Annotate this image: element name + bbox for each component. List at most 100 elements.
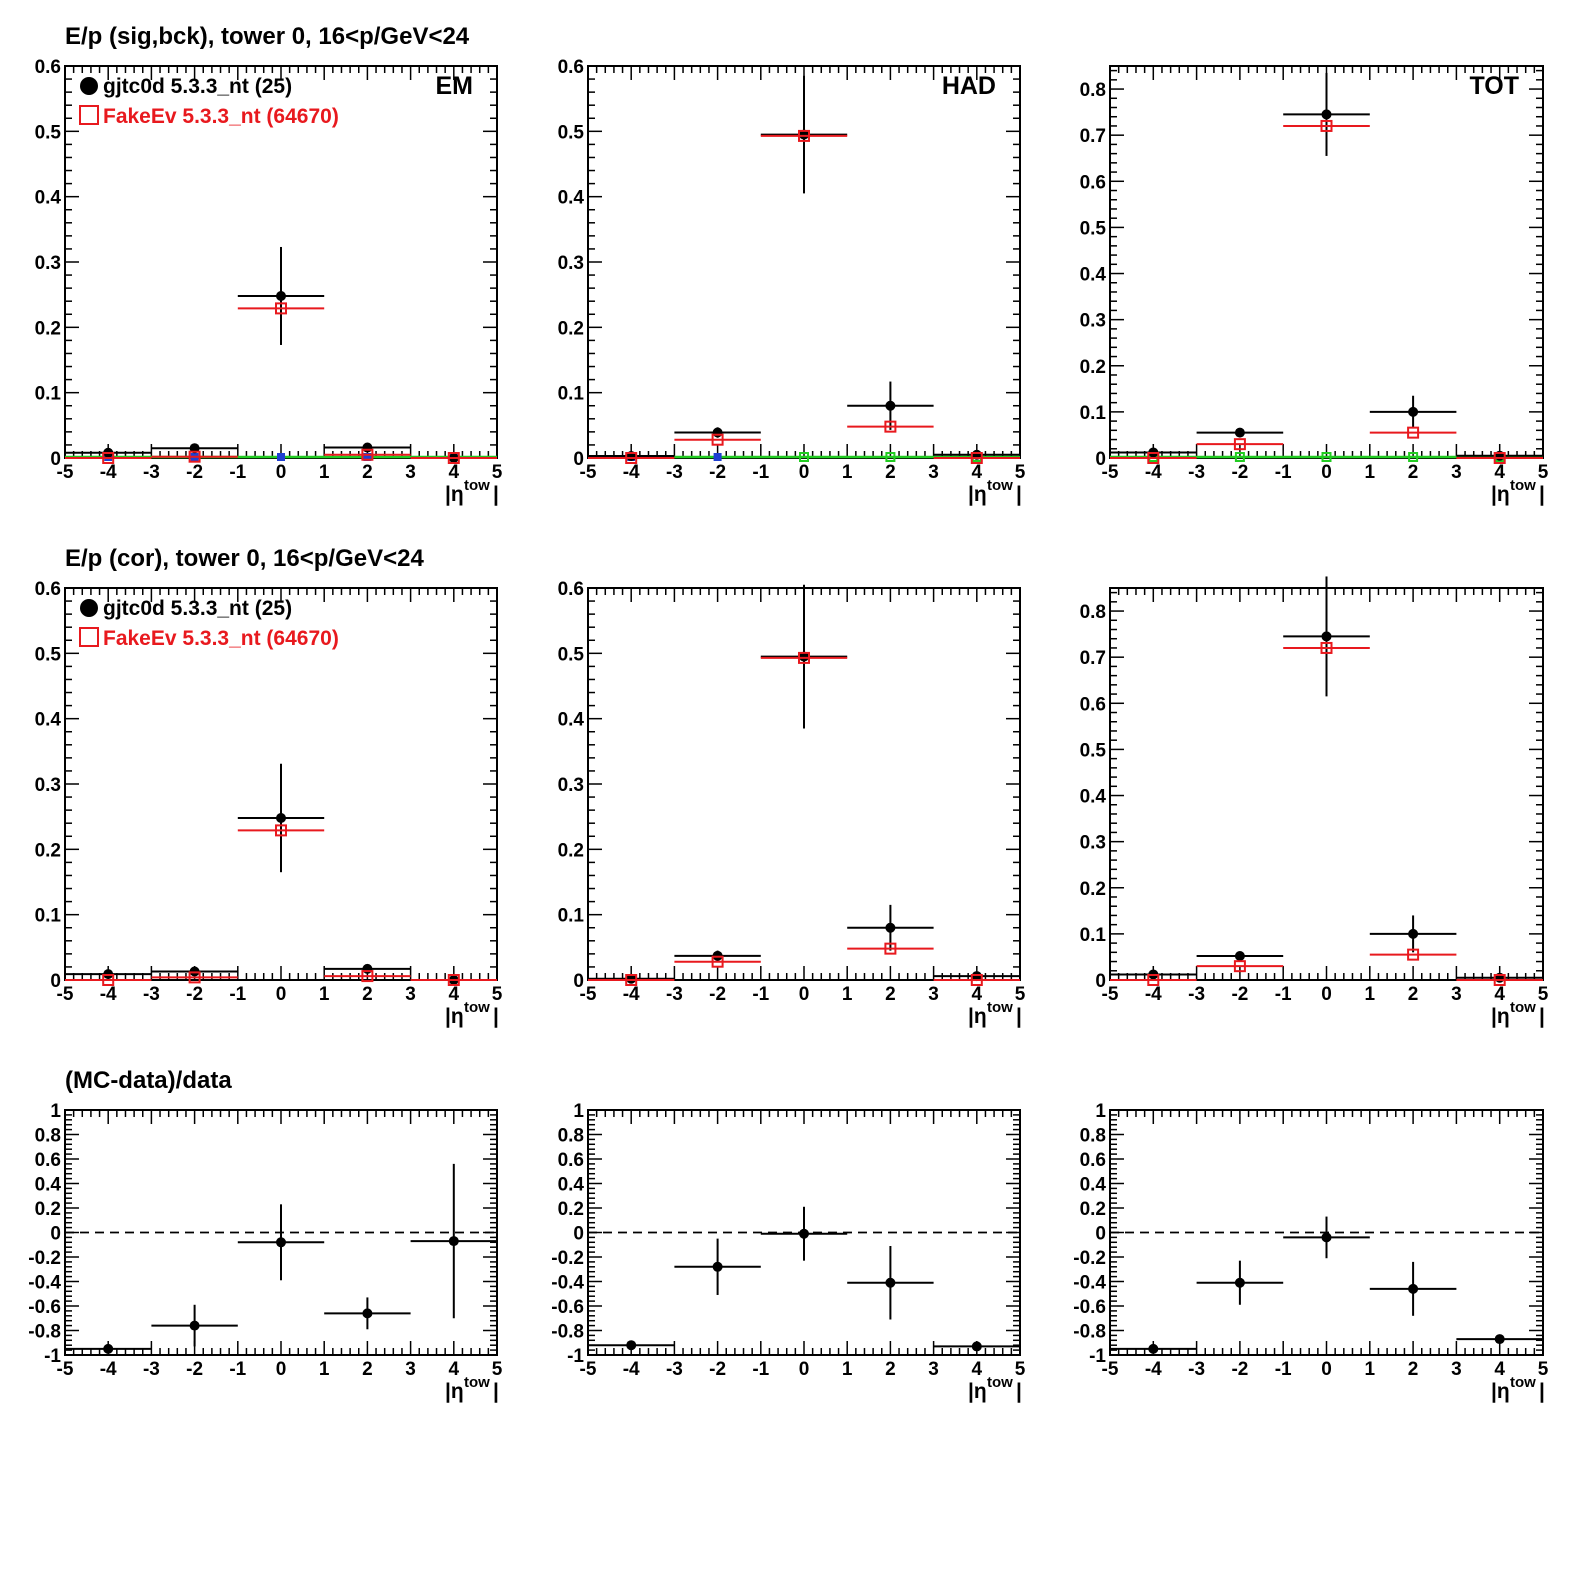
legend-data-marker bbox=[80, 599, 98, 617]
x-tick-label: -1 bbox=[1275, 1359, 1292, 1380]
data-point bbox=[971, 1341, 982, 1352]
x-axis-title-end: | bbox=[493, 1380, 499, 1403]
x-tick-label: 3 bbox=[928, 462, 939, 483]
chart-panel-2-1: -5 -4 -3 -2 -1 0 1 2 3 4 5 |η tow | -1 -0.8 -0.6 -0.4 -0.2… bbox=[551, 1101, 1025, 1403]
x-tick-label: 4 bbox=[972, 984, 983, 1005]
chart-panel-1-1: -5 -4 -3 -2 -1 0 1 2 3 4 5 |η tow | 0 0.1 0.2 0.3 0.4 0.5 0.… bbox=[558, 579, 1026, 1028]
x-axis-title-end: | bbox=[493, 483, 499, 506]
x-tick-label: 2 bbox=[885, 462, 896, 483]
data-point bbox=[799, 129, 809, 140]
y-tick-label: 0.6 bbox=[35, 57, 61, 78]
x-tick-label: -1 bbox=[752, 984, 769, 1005]
x-tick-label: -3 bbox=[143, 984, 160, 1005]
y-tick-label: -0.6 bbox=[28, 1297, 61, 1318]
data-point bbox=[362, 1308, 373, 1319]
x-tick-label: -5 bbox=[1102, 462, 1119, 483]
x-tick-label: -5 bbox=[57, 1359, 74, 1380]
x-axis-title: |η bbox=[1491, 483, 1510, 506]
x-tick-label: 1 bbox=[319, 984, 330, 1005]
data-point bbox=[626, 973, 637, 984]
x-tick-label: -2 bbox=[186, 462, 203, 483]
y-tick-label: -0.8 bbox=[28, 1322, 61, 1343]
x-axis-title: |η bbox=[445, 483, 464, 506]
x-axis-title: |η bbox=[1491, 1005, 1510, 1028]
data-point bbox=[799, 1228, 809, 1239]
x-axis-title-sup: tow bbox=[464, 1374, 490, 1391]
y-tick-label: -1 bbox=[44, 1346, 61, 1367]
x-tick-label: -2 bbox=[1231, 984, 1248, 1005]
x-tick-label: 1 bbox=[319, 1359, 330, 1380]
x-tick-label: -2 bbox=[1231, 462, 1248, 483]
y-tick-label: 0.8 bbox=[1080, 80, 1106, 101]
y-tick-label: 0.4 bbox=[1080, 265, 1107, 286]
x-tick-label: 3 bbox=[1451, 462, 1462, 483]
x-tick-label: -1 bbox=[752, 462, 769, 483]
x-tick-label: 5 bbox=[1538, 1359, 1549, 1380]
data-point bbox=[1234, 951, 1245, 962]
x-axis-title-sup: tow bbox=[1510, 1374, 1536, 1391]
y-tick-label: 0 bbox=[573, 971, 584, 992]
x-tick-label: 4 bbox=[972, 462, 983, 483]
y-tick-label: 0.6 bbox=[558, 579, 584, 600]
x-tick-label: 1 bbox=[842, 984, 853, 1005]
y-tick-label: 0.1 bbox=[1080, 403, 1107, 424]
y-tick-label: 0.5 bbox=[35, 644, 62, 665]
x-tick-label: 5 bbox=[1015, 462, 1026, 483]
x-tick-label: -3 bbox=[143, 1359, 160, 1380]
x-tick-label: 1 bbox=[1365, 462, 1376, 483]
row-title-2: (MC-data)/data bbox=[65, 1067, 232, 1094]
x-axis-title: |η bbox=[445, 1005, 464, 1028]
x-tick-label: 1 bbox=[842, 1359, 853, 1380]
data-point bbox=[1408, 928, 1419, 939]
y-tick-label: 0.1 bbox=[558, 906, 585, 927]
data-point bbox=[362, 963, 373, 974]
y-tick-label: 1 bbox=[1095, 1101, 1106, 1122]
x-tick-label: -4 bbox=[100, 462, 117, 483]
background-marker bbox=[799, 452, 809, 462]
background-marker bbox=[363, 453, 372, 461]
y-tick-label: 0.1 bbox=[35, 906, 62, 927]
x-tick-label: 3 bbox=[928, 984, 939, 1005]
x-tick-label: 4 bbox=[449, 462, 460, 483]
x-tick-label: 5 bbox=[1015, 984, 1026, 1005]
mc-point bbox=[1320, 641, 1333, 654]
y-tick-label: 0.4 bbox=[1080, 1175, 1107, 1196]
x-tick-label: 1 bbox=[1365, 984, 1376, 1005]
x-tick-label: -2 bbox=[186, 1359, 203, 1380]
x-axis-title: |η bbox=[968, 483, 987, 506]
y-tick-label: 0.6 bbox=[1080, 172, 1106, 193]
x-axis-title-sup: tow bbox=[987, 1374, 1013, 1391]
x-tick-label: 1 bbox=[319, 462, 330, 483]
x-tick-label: 0 bbox=[276, 1359, 287, 1380]
x-tick-label: 3 bbox=[928, 1359, 939, 1380]
row-title-1: E/p (cor), tower 0, 16<p/GeV<24 bbox=[65, 545, 424, 572]
x-tick-label: 0 bbox=[1321, 462, 1332, 483]
y-tick-label: 0.4 bbox=[558, 188, 585, 209]
x-axis-title-sup: tow bbox=[464, 477, 490, 494]
y-tick-label: 0.5 bbox=[558, 644, 585, 665]
x-tick-label: 2 bbox=[885, 1359, 896, 1380]
y-tick-label: -0.4 bbox=[551, 1273, 584, 1294]
y-tick-label: 1 bbox=[573, 1101, 584, 1122]
chart-panel-0-0: -5 -4 -3 -2 -1 0 1 2 3 4 5 |η tow | 0 0.1 0.2 0.3 0.4 0.5 0.… bbox=[35, 57, 503, 506]
mc-point bbox=[711, 433, 724, 446]
x-tick-label: 1 bbox=[842, 462, 853, 483]
x-tick-label: 4 bbox=[972, 1359, 983, 1380]
y-tick-label: -0.2 bbox=[1073, 1248, 1106, 1269]
y-tick-label: 0.4 bbox=[558, 710, 585, 731]
mc-point bbox=[1407, 948, 1420, 961]
x-tick-label: -4 bbox=[623, 984, 640, 1005]
y-tick-label: -0.6 bbox=[551, 1297, 584, 1318]
panel-label: HAD bbox=[942, 72, 996, 100]
chart-panel-1-0: -5 -4 -3 -2 -1 0 1 2 3 4 5 |η tow | 0 0.1 0.2 0.3 0.4 0.5 0.… bbox=[35, 579, 503, 1028]
y-tick-label: 0.1 bbox=[35, 384, 62, 405]
data-point bbox=[1408, 1283, 1419, 1294]
data-point bbox=[712, 427, 723, 438]
x-tick-label: -1 bbox=[1275, 462, 1292, 483]
data-point bbox=[1321, 109, 1332, 120]
mc-point bbox=[625, 974, 638, 986]
y-tick-label: 0 bbox=[1095, 1224, 1106, 1245]
legend-data-label: gjtc0d 5.3.3_nt (25) bbox=[103, 597, 292, 620]
y-tick-label: 0.2 bbox=[35, 1199, 61, 1220]
data-point bbox=[276, 1237, 286, 1248]
